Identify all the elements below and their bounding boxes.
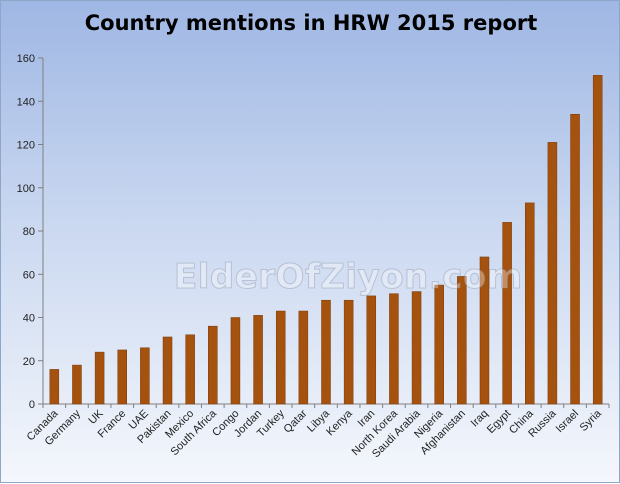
y-tick-label: 40 — [23, 313, 35, 325]
y-tick-label: 100 — [17, 183, 35, 195]
bar-france — [117, 349, 127, 405]
y-tick-label: 160 — [17, 53, 35, 65]
bar-uk — [94, 351, 105, 405]
bar-canada — [49, 369, 60, 405]
bar-russia — [547, 142, 558, 405]
bar-egypt — [502, 222, 512, 405]
bar-pakistan — [162, 336, 173, 405]
bar-north-korea — [389, 293, 399, 405]
chart-title: Country mentions in HRW 2015 report — [84, 11, 538, 35]
x-tick-label: Kenya — [324, 407, 355, 438]
y-tick-label: 0 — [29, 399, 35, 411]
bar-turkey — [275, 310, 286, 405]
bar-congo — [230, 317, 241, 405]
bar-germany — [72, 364, 82, 405]
bar-iraq — [479, 256, 490, 405]
bar-qatar — [298, 310, 309, 405]
bar-kenya — [343, 299, 354, 405]
bar-syria — [592, 75, 603, 405]
bar-nigeria — [434, 284, 444, 405]
x-tick-label: Israel — [554, 408, 582, 436]
bar-iran — [366, 295, 377, 405]
bar-libya — [321, 299, 331, 405]
y-tick-label: 80 — [23, 226, 35, 238]
x-tick-label: Qatar — [282, 407, 310, 435]
y-tick-label: 20 — [23, 356, 35, 368]
y-tick-label: 60 — [23, 269, 35, 281]
bar-south-africa — [208, 325, 218, 405]
x-tick-label: Egypt — [485, 408, 513, 436]
bar-afghanistan — [457, 276, 467, 405]
bar-jordan — [253, 315, 263, 405]
bar-israel — [570, 113, 580, 405]
x-tick-label: Syria — [578, 407, 605, 434]
bar-saudi-arabia — [411, 291, 422, 405]
bar-mexico — [185, 334, 195, 405]
y-tick-label: 120 — [17, 140, 35, 152]
y-tick-label: 140 — [17, 96, 35, 108]
bar-uae — [140, 347, 150, 405]
bar-china — [525, 202, 535, 405]
